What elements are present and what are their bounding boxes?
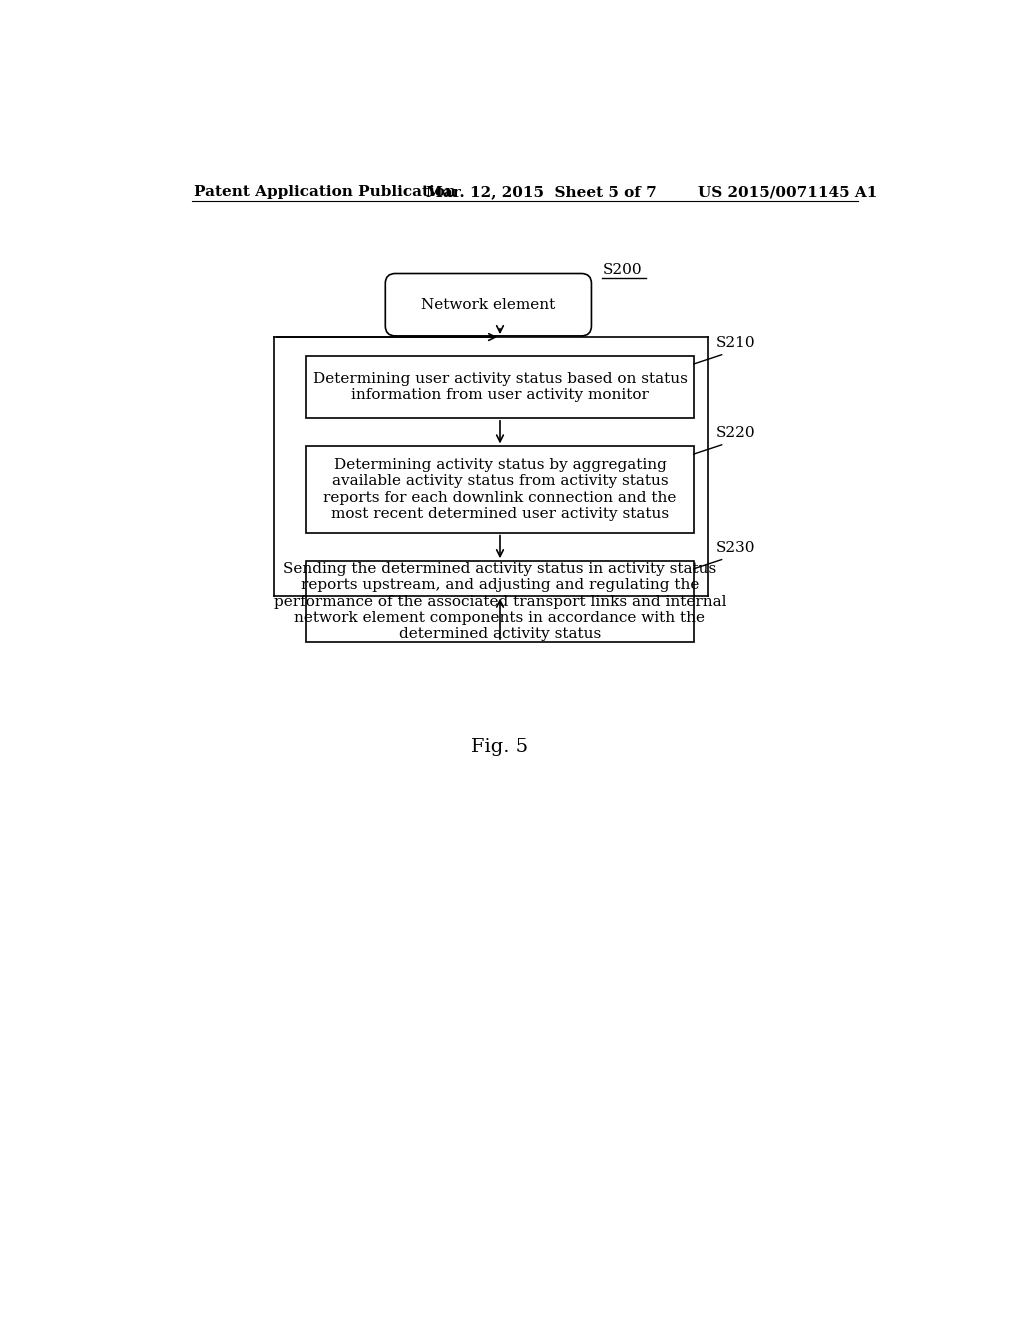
Text: Mar. 12, 2015  Sheet 5 of 7: Mar. 12, 2015 Sheet 5 of 7 — [426, 185, 657, 199]
Bar — [306, 561, 693, 642]
Text: Patent Application Publication: Patent Application Publication — [194, 185, 456, 199]
Text: US 2015/0071145 A1: US 2015/0071145 A1 — [697, 185, 877, 199]
Bar — [306, 356, 693, 418]
Text: Determining user activity status based on status
information from user activity : Determining user activity status based o… — [312, 372, 687, 403]
Text: Determining activity status by aggregating
available activity status from activi: Determining activity status by aggregati… — [324, 458, 677, 521]
Text: S220: S220 — [716, 426, 755, 441]
Text: Sending the determined activity status in activity status
reports upstream, and : Sending the determined activity status i… — [273, 562, 726, 642]
Bar — [306, 446, 693, 533]
Text: Network element: Network element — [421, 298, 555, 312]
FancyBboxPatch shape — [385, 273, 592, 335]
Text: Fig. 5: Fig. 5 — [471, 738, 528, 756]
Text: S200: S200 — [603, 264, 643, 277]
Text: S210: S210 — [716, 337, 755, 350]
Text: S230: S230 — [716, 541, 755, 554]
